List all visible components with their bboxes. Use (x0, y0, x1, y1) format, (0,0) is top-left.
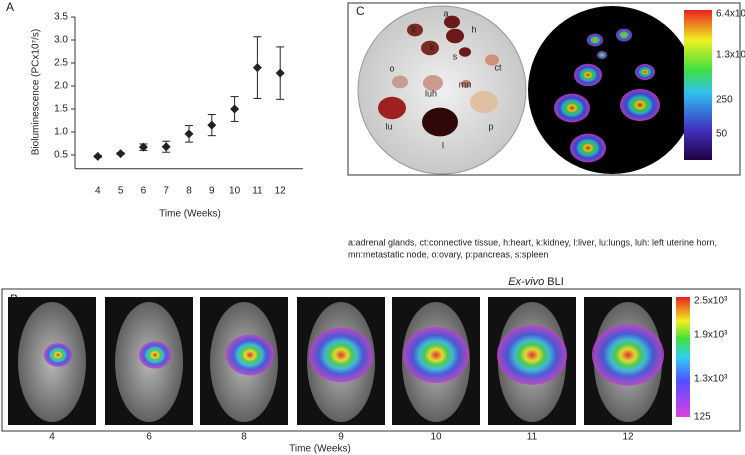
y-tick-label: 2.5 (54, 58, 68, 69)
organ (470, 90, 498, 114)
organ-label: lu (385, 121, 392, 131)
x-axis-label: Time (Weeks) (159, 209, 221, 220)
organ (407, 23, 423, 37)
organ-label: l (442, 140, 444, 150)
x-tick-label: 11 (252, 185, 263, 196)
colorbar-label: 2.5x10³ (694, 296, 728, 307)
organ-label: h (471, 24, 476, 34)
organ (422, 107, 458, 137)
point (161, 142, 171, 152)
colorbar-label: 6.4x10³ (716, 9, 745, 20)
panel-b: B Time (Weeks) 46891011122.5x10³1.9x10³1… (1, 288, 741, 455)
bli-signal (570, 133, 606, 163)
y-tick-label: 1.5 (54, 104, 68, 115)
bli-signal (587, 33, 603, 47)
bli-signal (226, 334, 274, 376)
subtitle-text: BLI (547, 276, 564, 288)
panel-frame (347, 2, 741, 176)
organ (461, 80, 471, 88)
colorbar-label: 50 (716, 129, 728, 140)
point (230, 104, 240, 114)
organ-label: luh (425, 88, 437, 98)
organ-label: a (443, 8, 448, 18)
colorbar (676, 297, 690, 417)
colorbar-label: 1.3x10³ (716, 50, 745, 61)
bli-image (528, 6, 696, 174)
y-tick-label: 3.5 (54, 12, 68, 23)
panel-frame (1, 288, 741, 432)
point (275, 68, 285, 78)
organ-label: mn (459, 79, 472, 89)
bli-signal (309, 327, 373, 383)
week-label: 11 (527, 432, 538, 443)
organ (421, 40, 439, 56)
organ-label: s (453, 51, 458, 61)
y-tick-label: 2.0 (54, 81, 68, 92)
bli-signal (616, 28, 632, 42)
bli-signal (497, 325, 567, 385)
bli-signal (620, 89, 660, 121)
organ-label: k (412, 24, 417, 34)
week-label: 8 (241, 432, 247, 443)
organ-label: p (488, 121, 493, 131)
week-label: 9 (338, 432, 344, 443)
bli-signal (139, 341, 171, 369)
bli-signal (635, 64, 655, 80)
week-label: 10 (430, 432, 442, 443)
organ (444, 15, 460, 29)
bli-signal (592, 324, 664, 386)
x-tick-label: 10 (229, 185, 241, 196)
colorbar-label: 250 (716, 95, 733, 106)
panel-label: C (356, 4, 365, 18)
point (138, 142, 148, 152)
dish-photo (357, 5, 527, 175)
y-tick-label: 3.0 (54, 35, 68, 46)
bli-signal (44, 343, 72, 367)
x-tick-label: 12 (275, 185, 287, 196)
bli-signal (554, 93, 590, 123)
x-tick-label: 7 (163, 185, 169, 196)
point (93, 151, 103, 161)
x-axis-label: Time (Weeks) (289, 444, 351, 455)
subtitle: Ex-vivo BLI (508, 276, 564, 288)
organ (485, 54, 499, 66)
organ (392, 75, 408, 89)
organ-label: o (389, 63, 394, 73)
week-label: 12 (622, 432, 634, 443)
caption-line: mn:metastatic node, o:ovary, p:pancreas,… (348, 249, 548, 259)
point (207, 120, 217, 130)
subtitle-italic: Ex-vivo (508, 276, 544, 288)
panel-label: A (6, 0, 14, 14)
organ-label: ct (494, 62, 502, 72)
x-tick-label: 5 (118, 185, 124, 196)
panel-a: A Time (Weeks) Bioluminescence (PCx10⁷/s… (6, 0, 303, 220)
y-axis-label: Bioluminescence (PCx10⁷/s) (31, 29, 42, 155)
bli-signal (597, 51, 607, 59)
x-tick-label: 8 (186, 185, 192, 196)
colorbar-label: 125 (694, 412, 711, 423)
x-tick-label: 6 (141, 185, 147, 196)
week-label: 4 (49, 432, 55, 443)
organ-label: k (430, 42, 435, 52)
x-tick-label: 4 (95, 185, 101, 196)
colorbar (684, 10, 712, 160)
y-tick-label: 0.5 (54, 150, 68, 161)
organ (446, 28, 464, 44)
organ (423, 75, 443, 91)
bli-signal (574, 63, 602, 87)
y-tick-label: 1.0 (54, 127, 68, 138)
organ (459, 47, 471, 57)
colorbar-label: 1.9x10³ (694, 330, 728, 341)
week-label: 6 (146, 432, 152, 443)
x-tick-label: 9 (209, 185, 215, 196)
organ (378, 96, 406, 120)
caption-line: a:adrenal glands, ct:connective tissue, … (348, 237, 717, 247)
panel-c: C a k h k s o luh ct mn lu l p 6.4x10³ 1.3x10³ 250 50 (347, 2, 745, 176)
point (184, 129, 194, 139)
colorbar-label: 1.3x10³ (694, 374, 728, 385)
point (116, 149, 126, 159)
point (252, 63, 262, 73)
bli-signal (403, 326, 469, 384)
